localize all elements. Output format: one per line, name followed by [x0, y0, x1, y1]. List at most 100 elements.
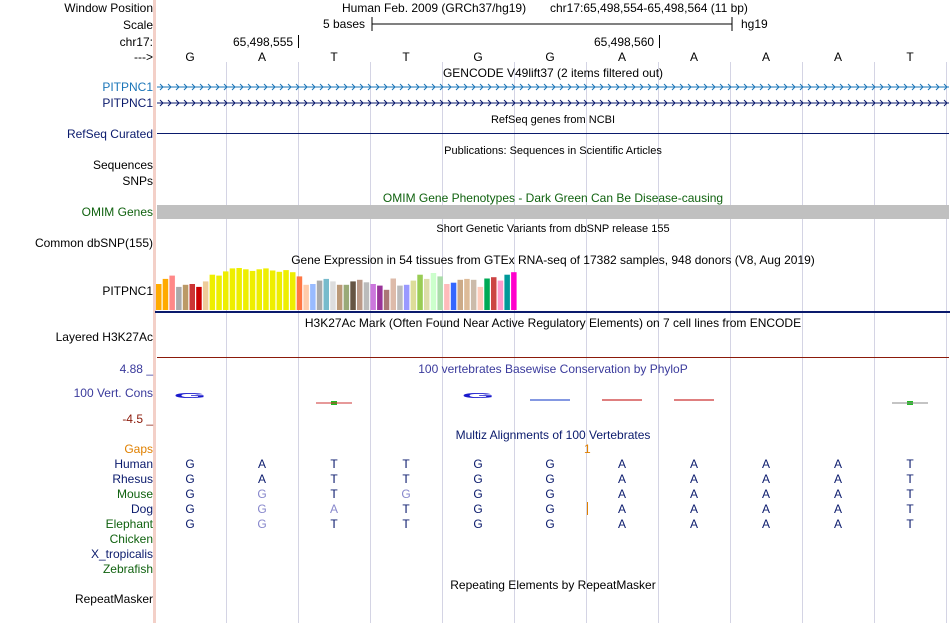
strand-chevron — [439, 83, 444, 91]
strand-chevron — [887, 99, 892, 107]
alignment-base: A — [689, 517, 698, 531]
strand-chevron — [783, 83, 788, 91]
reference-base: A — [761, 50, 770, 64]
strand-chevron — [735, 83, 740, 91]
alignment-species-label[interactable]: Rhesus — [112, 472, 153, 486]
gtex-tissue-bar — [424, 278, 430, 310]
strand-chevron — [831, 99, 836, 107]
strand-chevron — [575, 99, 580, 107]
strand-chevron — [279, 99, 284, 107]
omim-label[interactable]: OMIM Genes — [81, 205, 153, 219]
assembly-short: hg19 — [741, 17, 768, 31]
h3k27ac-track-title[interactable]: H3K27Ac Mark (Often Found Near Active Re… — [304, 316, 802, 330]
dbsnp-track-title[interactable]: Short Genetic Variants from dbSNP releas… — [436, 223, 670, 235]
multiz-track-title[interactable]: Multiz Alignments of 100 Vertebrates — [455, 428, 651, 442]
gencode-item-label-2[interactable]: PITPNC1 — [102, 96, 153, 110]
alignment-base: G — [257, 517, 267, 531]
gtex-tissue-bar — [437, 276, 443, 310]
strand-chevron — [207, 83, 212, 91]
refseq-gene-line[interactable] — [157, 133, 949, 134]
pubs-track-title[interactable]: Publications: Sequences in Scientific Ar… — [444, 145, 662, 157]
strand-chevron — [431, 83, 436, 91]
gencode-item-label-1[interactable]: PITPNC1 — [102, 80, 153, 94]
conservation-label[interactable]: 100 Vert. Cons — [73, 386, 153, 400]
gencode-gene-2[interactable] — [157, 97, 949, 109]
scale-text: 5 bases — [323, 17, 366, 31]
refseq-label[interactable]: RefSeq Curated — [66, 127, 153, 141]
alignment-species-label[interactable]: Zebrafish — [102, 562, 153, 576]
alignment-base: T — [330, 487, 338, 501]
omim-track-title[interactable]: OMIM Gene Phenotypes - Dark Green Can Be… — [382, 191, 724, 205]
repeatmasker-label[interactable]: RepeatMasker — [74, 592, 153, 606]
strand-chevron — [407, 83, 412, 91]
alignment-species-label[interactable]: Mouse — [116, 487, 153, 501]
dbsnp-label[interactable]: Common dbSNP(155) — [34, 236, 153, 250]
gtex-tissue-bar — [296, 276, 303, 310]
strand-chevron — [775, 99, 780, 107]
strand-chevron — [215, 83, 220, 91]
alignment-base: T — [330, 457, 338, 471]
strand-chevron — [783, 99, 788, 107]
strand-chevron — [751, 99, 756, 107]
gtex-tissue-bar — [390, 278, 396, 310]
strand-chevron — [447, 99, 452, 107]
alignment-species-label[interactable]: Dog — [130, 502, 153, 516]
reference-base: A — [833, 50, 842, 64]
strand-chevron — [679, 99, 684, 107]
gtex-tissue-bar — [403, 284, 410, 310]
snps-label[interactable]: SNPs — [122, 174, 153, 188]
strand-chevron — [655, 83, 660, 91]
alignment-base: G — [473, 457, 483, 471]
strand-chevron — [519, 99, 524, 107]
h3k27ac-baseline[interactable] — [157, 357, 949, 358]
strand-chevron — [671, 99, 676, 107]
alignment-base: A — [257, 457, 266, 471]
gencode-track-title[interactable]: GENCODE V49lift37 (2 items filtered out) — [442, 66, 664, 80]
sequences-label[interactable]: Sequences — [92, 158, 153, 172]
strand-chevron — [807, 83, 812, 91]
window-position-label: Window Position — [64, 1, 153, 15]
gtex-tissue-bar — [316, 280, 323, 310]
alignment-base: G — [185, 517, 195, 531]
refseq-track-title[interactable]: RefSeq genes from NCBI — [490, 114, 616, 126]
label-track-divider[interactable] — [153, 0, 156, 623]
gaps-label[interactable]: Gaps — [124, 442, 153, 456]
dog-gap-marker — [587, 502, 588, 515]
gencode-gene-1[interactable] — [157, 81, 949, 93]
strand-chevron — [767, 83, 772, 91]
strand-chevron — [343, 99, 348, 107]
scale-label: Scale — [122, 18, 153, 32]
alignment-species-label[interactable]: X_tropicalis — [90, 547, 153, 561]
strand-chevron — [511, 83, 516, 91]
strand-chevron — [271, 99, 276, 107]
repeatmasker-track-title[interactable]: Repeating Elements by RepeatMasker — [450, 578, 656, 592]
h3k27ac-label[interactable]: Layered H3K27Ac — [55, 330, 153, 344]
gtex-tissue-bar — [169, 275, 175, 310]
omim-phenotype-bar[interactable] — [157, 205, 949, 219]
gtex-bar-chart[interactable] — [155, 268, 950, 314]
gtex-label[interactable]: PITPNC1 — [102, 284, 153, 298]
strand-chevron — [231, 99, 236, 107]
strand-chevron — [463, 99, 468, 107]
strand-chevron — [399, 83, 404, 91]
gtex-tissue-bar — [464, 278, 470, 310]
alignment-base: A — [617, 502, 626, 516]
strand-chevron — [727, 83, 732, 91]
gtex-track-title[interactable]: Gene Expression in 54 tissues from GTEx … — [291, 253, 815, 267]
alignment-base: A — [329, 502, 338, 516]
strand-chevron — [791, 83, 796, 91]
alignment-species-label[interactable]: Human — [114, 457, 153, 471]
reference-base: T — [402, 50, 410, 64]
alignment-base: A — [689, 502, 698, 516]
gtex-tissue-bar — [484, 278, 490, 310]
alignment-species-label[interactable]: Elephant — [105, 517, 153, 531]
strand-chevron — [703, 83, 708, 91]
strand-chevron — [647, 83, 652, 91]
conservation-track-title[interactable]: 100 vertebrates Basewise Conservation by… — [418, 362, 688, 376]
strand-chevron — [319, 83, 324, 91]
alignment-species-label[interactable]: Chicken — [109, 532, 153, 546]
strand-chevron — [943, 99, 948, 107]
reference-base: G — [545, 50, 555, 64]
strand-chevron — [303, 83, 308, 91]
